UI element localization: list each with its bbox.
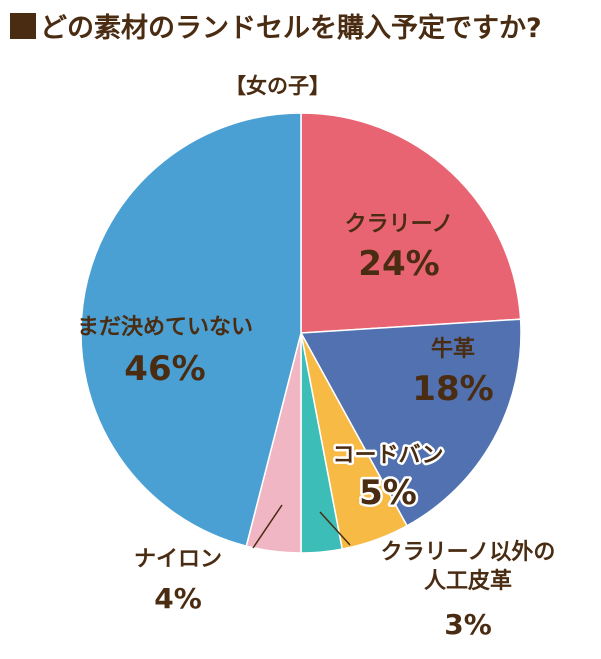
pie-slice: [299, 318, 522, 527]
slice-label: クラリーノ以外の人工皮革: [381, 539, 556, 594]
pie-slices: [80, 112, 522, 554]
slice-value-label: 3%: [444, 608, 492, 641]
title-square-icon: [10, 12, 36, 39]
chart-title-text: どの素材のランドセルを購入予定ですか?: [40, 13, 542, 44]
slice-value-label: 5%: [359, 473, 417, 513]
chart-subtitle: 【女の子】: [225, 74, 330, 98]
pie-slice: [300, 112, 522, 334]
pie-slice: [80, 112, 302, 548]
slice-value-label: 46%: [124, 349, 205, 389]
slice-label: ナイロン: [134, 547, 222, 572]
leader-line: [319, 511, 351, 546]
leader-lines: [252, 504, 351, 549]
slice-label: クラリーノ: [345, 212, 454, 237]
chart-title: どの素材のランドセルを購入予定ですか?: [10, 6, 595, 45]
slice-value-label: 18%: [412, 369, 493, 409]
leader-line: [252, 504, 283, 549]
slice-label: コードバン: [332, 443, 443, 468]
slice-labels: クラリーノ 24% 牛革 18% コードバン 5% クラリーノ以外の人工皮革 3% ナイロン 4%…: [77, 212, 555, 641]
slice-label: 牛革: [431, 336, 475, 362]
slice-value-label: 4%: [154, 582, 202, 615]
slice-label: まだ決めていない: [77, 315, 253, 340]
slice-value-label: 24%: [358, 244, 439, 284]
